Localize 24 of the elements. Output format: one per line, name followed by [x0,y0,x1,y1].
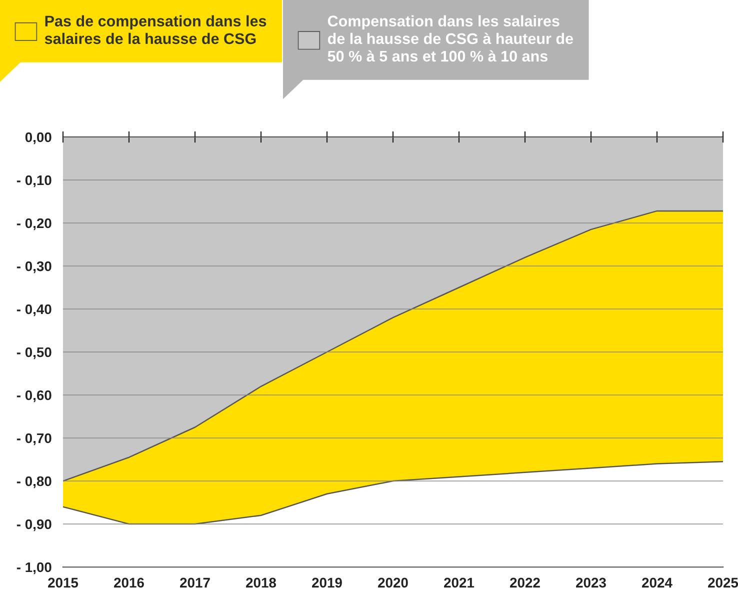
y-tick-label: - 0,60 [16,390,52,402]
x-tick-label: 2017 [180,578,210,588]
y-tick-label: - 0,50 [16,347,52,360]
x-tick-label: 2024 [642,578,672,588]
y-tick-label: - 0,40 [16,304,52,316]
y-tick-label: - 0,30 [16,261,52,274]
y-tick-label: 0,00 [25,132,52,144]
x-tick-label: 2018 [246,578,276,588]
x-tick-label: 2016 [114,578,144,588]
y-tick-label: - 0,20 [16,218,52,230]
x-tick-label: 2019 [312,578,342,588]
x-tick-label: 2021 [444,578,474,588]
legend-label: Compensation dans les salaires de la hausse de CSG à hauteur de 50 % à 5 ans et 100 % à 10 ans [328,15,574,62]
x-tick-label: 2025 [708,578,738,588]
legend-label: Pas de compensation dans les salaires de la hausse de CSG [44,15,266,44]
y-tick-label: - 0,90 [16,519,52,532]
y-tick-label: - 0,80 [16,476,52,488]
x-tick-label: 2020 [378,578,408,588]
x-tick-label: 2023 [576,578,606,588]
x-tick-label: 2022 [510,578,540,588]
y-tick-label: - 0,10 [16,175,52,188]
y-tick-label: - 0,70 [16,433,52,446]
x-tick-label: 2015 [48,578,78,588]
y-tick-label: - 1,00 [16,562,52,574]
